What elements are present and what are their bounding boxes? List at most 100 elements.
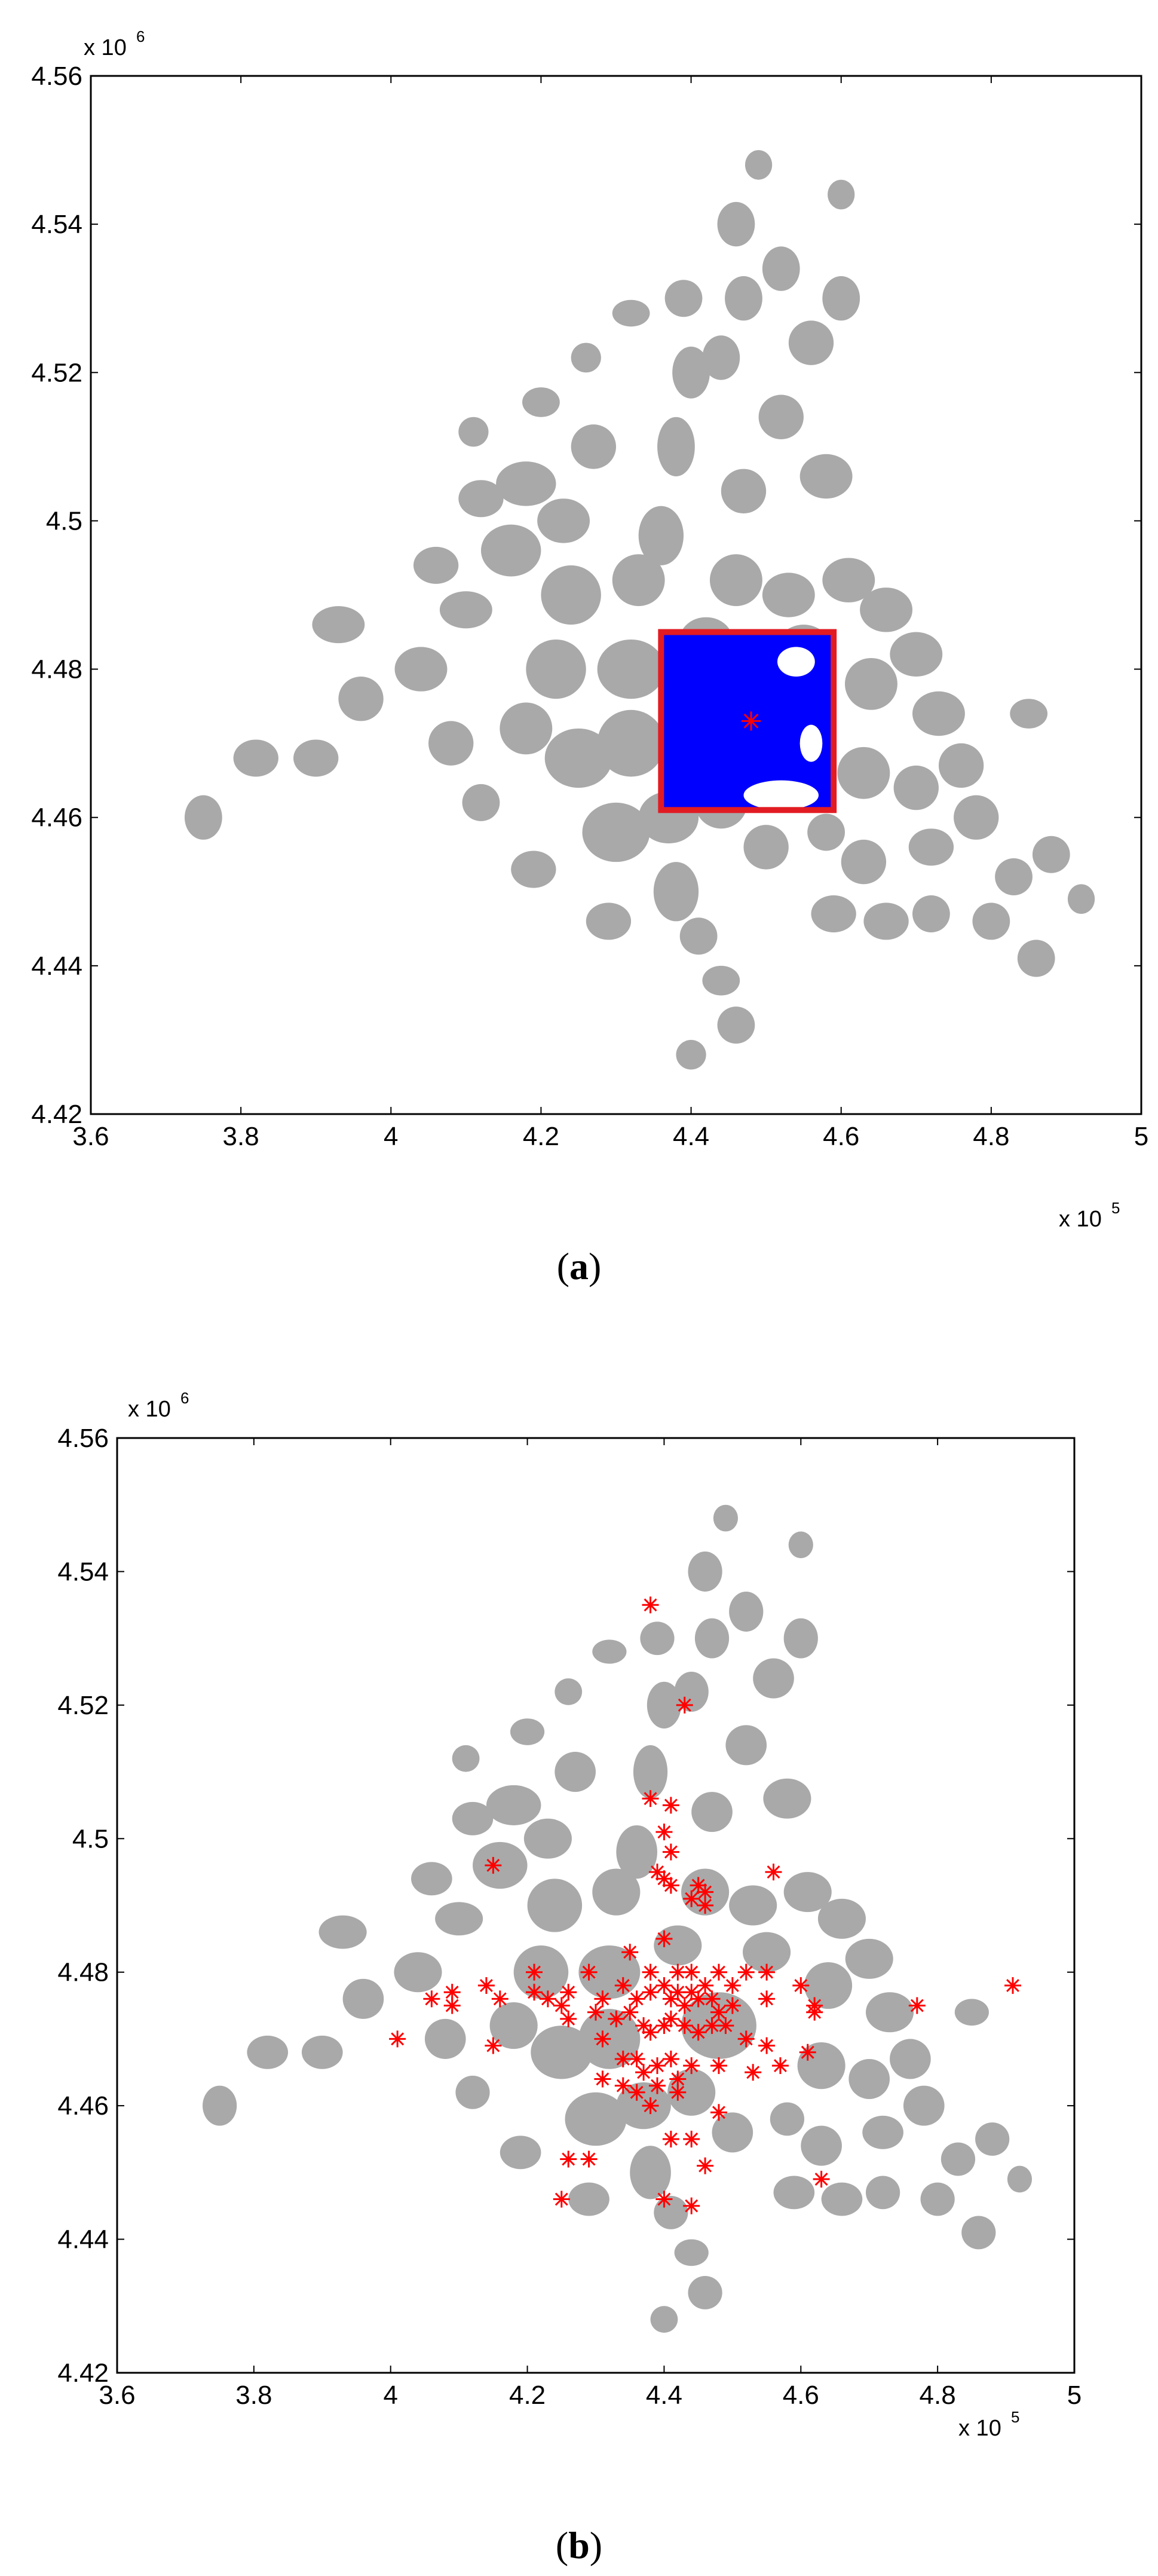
cloud-blob (428, 721, 474, 766)
cloud-blob (841, 839, 887, 885)
cloud-blob (597, 639, 665, 699)
cloud-blob (480, 524, 541, 577)
red-point (477, 1977, 495, 1994)
red-point (485, 2037, 502, 2054)
cloud-blob (640, 1622, 675, 1656)
chart-panel-a: 3.6 3.8 4 4.2 4.4 4.6 4.8 54.424.444.464.484.54… (31, 27, 1148, 1287)
cloud-blob (555, 1752, 596, 1792)
cloud-blob (676, 1039, 706, 1070)
y-axis-multiplier-base: x 10 (128, 1397, 171, 1422)
cloud-blob (612, 299, 650, 327)
cloud-blob (522, 387, 560, 417)
red-point (717, 2017, 734, 2035)
red-point (758, 1990, 776, 2008)
cloud-blob (688, 2276, 722, 2309)
axis-ticks: 3.6 3.8 4 4.2 4.4 4.6 4.8 54.424.444.464.484.54… (31, 62, 1148, 1151)
cloud-blob (293, 739, 339, 777)
x-axis-multiplier-exponent: 5 (1011, 2408, 1019, 2426)
cloud-blob (801, 2125, 842, 2166)
cloud-blob (725, 1725, 767, 1766)
cloud-blob (630, 2146, 671, 2199)
background-point-cloud (184, 150, 1095, 1070)
cloud-blob (500, 702, 553, 755)
cloud-blob (717, 201, 755, 247)
x-axis-multiplier-base: x 10 (958, 2416, 1001, 2441)
red-point (642, 2097, 659, 2115)
x-tick-label: 3.6 (72, 1122, 109, 1151)
cloud-blob (717, 1006, 755, 1044)
cloud-blob (807, 813, 845, 851)
x-tick-label: 4.4 (646, 2381, 682, 2410)
background-point-cloud (203, 1504, 1033, 2333)
cloud-blob (893, 765, 939, 810)
cloud-blob (903, 2085, 945, 2126)
cloud-blob (452, 1745, 480, 1772)
red-point (765, 1864, 782, 1881)
y-axis-multiplier-exponent: 6 (136, 27, 145, 45)
red-point (594, 1990, 611, 2008)
cloud-blob (821, 2182, 863, 2216)
red-point (655, 1824, 673, 1841)
cloud-blob (674, 1672, 709, 1712)
red-point (485, 1856, 502, 1874)
red-point (526, 1984, 543, 2001)
red-point (628, 1990, 645, 2008)
cloud-blob (788, 1531, 813, 1559)
x-tick-label: 3.6 (99, 2381, 135, 2410)
y-tick-label: 4.46 (31, 803, 82, 833)
red-point (683, 1963, 700, 1981)
red-point (648, 1864, 666, 1881)
cloud-blob (745, 150, 773, 180)
cloud-blob (817, 1898, 866, 1939)
red-point (580, 2150, 598, 2168)
red-point (594, 2030, 611, 2048)
cloud-blob (411, 1862, 452, 1896)
cloud-blob (865, 2176, 900, 2210)
cloud-blob (912, 895, 950, 933)
cloud-blob (571, 424, 616, 469)
cloud-blob (712, 2112, 753, 2153)
x-tick-label: 4.8 (920, 2381, 956, 2410)
panel-caption: (a) (557, 1245, 602, 1287)
red-point (724, 1997, 741, 2014)
cloud-blob (713, 1504, 739, 1532)
cloud-blob (531, 2026, 593, 2079)
cloud-blob (510, 1718, 545, 1745)
x-tick-label: 3.8 (223, 1122, 259, 1151)
red-point (771, 2057, 789, 2075)
highlight-box (658, 629, 837, 813)
red-point (491, 1990, 508, 2008)
cloud-blob (822, 276, 860, 321)
cloud-blob (679, 917, 718, 955)
red-point (614, 2077, 632, 2094)
cloud-blob (633, 1745, 668, 1799)
cloud-blob (638, 506, 684, 565)
red-point (676, 1997, 693, 2014)
x-tick-label: 4.4 (673, 1122, 709, 1151)
cloud-blob (941, 2142, 976, 2176)
cloud-blob (592, 1868, 641, 1916)
x-axis-multiplier-base: x 10 (1059, 1207, 1102, 1232)
cloud-blob (394, 647, 448, 692)
red-point (697, 1977, 714, 1994)
red-point (628, 2050, 645, 2067)
red-point (758, 2037, 776, 2054)
cloud-blob (763, 1778, 811, 1819)
y-tick-label: 4.52 (57, 1691, 109, 1720)
cloud-blob (462, 784, 500, 821)
cloud-blob (688, 1551, 722, 1592)
red-point (635, 2017, 652, 2035)
red-point (683, 2057, 700, 2075)
cloud-blob (995, 858, 1033, 895)
y-tick-label: 4.44 (31, 952, 82, 981)
red-point (806, 2003, 823, 2021)
cloud-blob (597, 709, 665, 777)
x-tick-label: 4 (384, 1122, 398, 1151)
cloud-blob (664, 280, 703, 317)
red-point (621, 2003, 639, 2021)
red-point (655, 2190, 673, 2208)
cloud-blob (758, 394, 804, 439)
cloud-blob (837, 747, 890, 799)
red-point (745, 2064, 762, 2081)
cloud-blob (762, 246, 800, 291)
